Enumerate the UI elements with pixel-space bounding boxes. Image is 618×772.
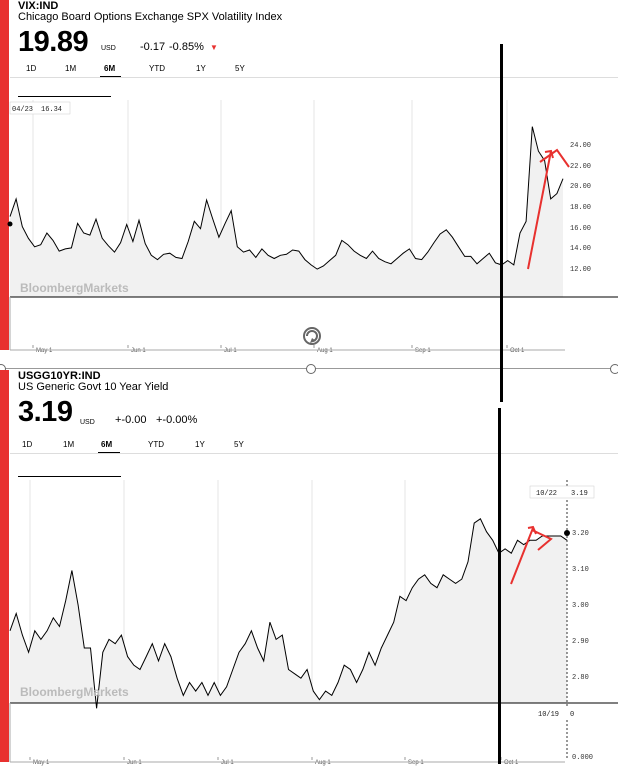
vix-panel: VIX:IND Chicago Board Options Exchange S… xyxy=(0,0,618,366)
us10y-chart: 3.20 3.10 3.00 2.90 2.80 0.000 May 1 Jun 1 Jul … xyxy=(9,480,618,766)
x-tick-label: May 1 xyxy=(36,348,53,354)
tab-1d[interactable]: 1D xyxy=(22,440,33,449)
change-value: -0.17 xyxy=(140,41,166,53)
x-tick-label: Aug 1 xyxy=(315,760,331,766)
hover-value: 3.19 xyxy=(571,490,588,498)
y-tick-label: 3.10 xyxy=(572,566,589,574)
watermark: BloombergMarkets xyxy=(20,281,129,295)
range-selector-line[interactable] xyxy=(18,476,121,477)
x-axis: May 1 Jun 1 Jul 1 Aug 1 Sep 1 Oct 1 xyxy=(32,345,525,354)
hover-tooltip xyxy=(9,101,71,115)
tab-1m[interactable]: 1M xyxy=(65,64,77,73)
divider-handle-mid[interactable] xyxy=(306,364,316,374)
accent-bar xyxy=(0,370,9,762)
tab-ytd[interactable]: YTD xyxy=(149,64,165,73)
watermark: BloombergMarkets xyxy=(20,685,129,699)
price: 19.89 xyxy=(18,26,89,58)
area-fill xyxy=(10,126,563,297)
currency: USD xyxy=(80,419,95,426)
x-tick-label: Oct 1 xyxy=(504,760,519,766)
y-axis: 3.20 3.10 3.00 2.90 2.80 0.000 xyxy=(572,530,593,762)
instrument-name: Chicago Board Options Exchange SPX Volat… xyxy=(18,11,283,23)
tab-1d[interactable]: 1D xyxy=(26,64,37,73)
tab-ytd[interactable]: YTD xyxy=(148,440,164,449)
y-tick-label: 0.000 xyxy=(572,754,593,762)
annotation-vertical-line xyxy=(500,44,503,402)
y-tick-label: 20.00 xyxy=(570,183,591,191)
axis-tooltip xyxy=(532,707,572,719)
tab-1y[interactable]: 1Y xyxy=(195,440,205,449)
y-tick-label: 3.00 xyxy=(572,602,589,610)
x-tick-label: Sep 1 xyxy=(415,348,431,354)
x-tick-label: Jun 1 xyxy=(127,760,142,766)
currency: USD xyxy=(101,45,116,52)
y-tick-label: 18.00 xyxy=(570,204,591,212)
x-tick-label: Jun 1 xyxy=(131,348,146,354)
x-tick-label: Jul 1 xyxy=(224,348,237,354)
tab-6m[interactable]: 6M xyxy=(104,64,116,73)
y-tick-label: 22.00 xyxy=(570,163,591,171)
reload-icon[interactable] xyxy=(303,327,321,345)
y-axis: 24.00 22.00 20.00 18.00 16.00 14.00 12.00 xyxy=(570,142,591,274)
x-tick-label: Jul 1 xyxy=(221,760,234,766)
x-tick-label: Aug 1 xyxy=(317,348,333,354)
x-tick-label: Sep 1 xyxy=(408,760,424,766)
ticker-symbol: USGG10YR:IND xyxy=(18,370,101,382)
instrument-name: US Generic Govt 10 Year Yield xyxy=(18,381,169,393)
tabs-divider xyxy=(10,77,618,78)
annotation-arrow xyxy=(510,525,553,585)
y-tick-label: 2.80 xyxy=(572,674,589,682)
hover-date: 10/22 xyxy=(536,490,557,498)
tab-5y[interactable]: 5Y xyxy=(234,440,244,449)
change-value: +-0.00 xyxy=(115,414,147,426)
axis-value: 0 xyxy=(570,711,574,719)
x-axis: May 1 Jun 1 Jul 1 Aug 1 Sep 1 Oct 1 xyxy=(29,757,519,766)
tabs-divider xyxy=(10,453,618,454)
us10y-panel: USGG10YR:IND US Generic Govt 10 Year Yie… xyxy=(0,368,618,772)
divider-handle-right[interactable] xyxy=(610,364,618,374)
y-tick-label: 12.00 xyxy=(570,266,591,274)
y-tick-label: 14.00 xyxy=(570,245,591,253)
vix-chart: 24.00 22.00 20.00 18.00 16.00 14.00 12.00 May … xyxy=(7,100,618,354)
price: 3.19 xyxy=(18,396,73,428)
hover-tooltip xyxy=(529,485,595,499)
x-tick-label: May 1 xyxy=(33,760,50,766)
series-line xyxy=(9,126,564,270)
range-selector-line[interactable] xyxy=(18,96,111,97)
hover-value: 16.34 xyxy=(41,106,62,114)
series-line xyxy=(9,518,568,709)
tab-5y[interactable]: 5Y xyxy=(235,64,245,73)
y-tick-label: 16.00 xyxy=(570,225,591,233)
y-tick-label: 2.90 xyxy=(572,638,589,646)
down-triangle-icon: ▼ xyxy=(210,43,218,52)
annotation-vertical-line xyxy=(498,408,501,764)
annotation-arrow xyxy=(527,148,570,270)
accent-bar xyxy=(0,0,9,350)
tab-6m[interactable]: 6M xyxy=(101,440,113,449)
area-fill xyxy=(10,518,567,709)
tab-1y[interactable]: 1Y xyxy=(196,64,206,73)
x-tick-label: Oct 1 xyxy=(510,348,525,354)
tab-1m[interactable]: 1M xyxy=(63,440,75,449)
y-tick-label: 24.00 xyxy=(570,142,591,150)
start-marker xyxy=(7,221,13,227)
ticker-symbol: VIX:IND xyxy=(18,0,59,12)
change-percent: -0.85% xyxy=(169,41,204,53)
change-percent: +-0.00% xyxy=(156,414,198,426)
y-tick-label: 3.20 xyxy=(572,530,589,538)
hover-marker xyxy=(564,530,570,536)
axis-date: 10/19 xyxy=(538,711,559,719)
hover-date: 04/23 xyxy=(12,106,33,114)
